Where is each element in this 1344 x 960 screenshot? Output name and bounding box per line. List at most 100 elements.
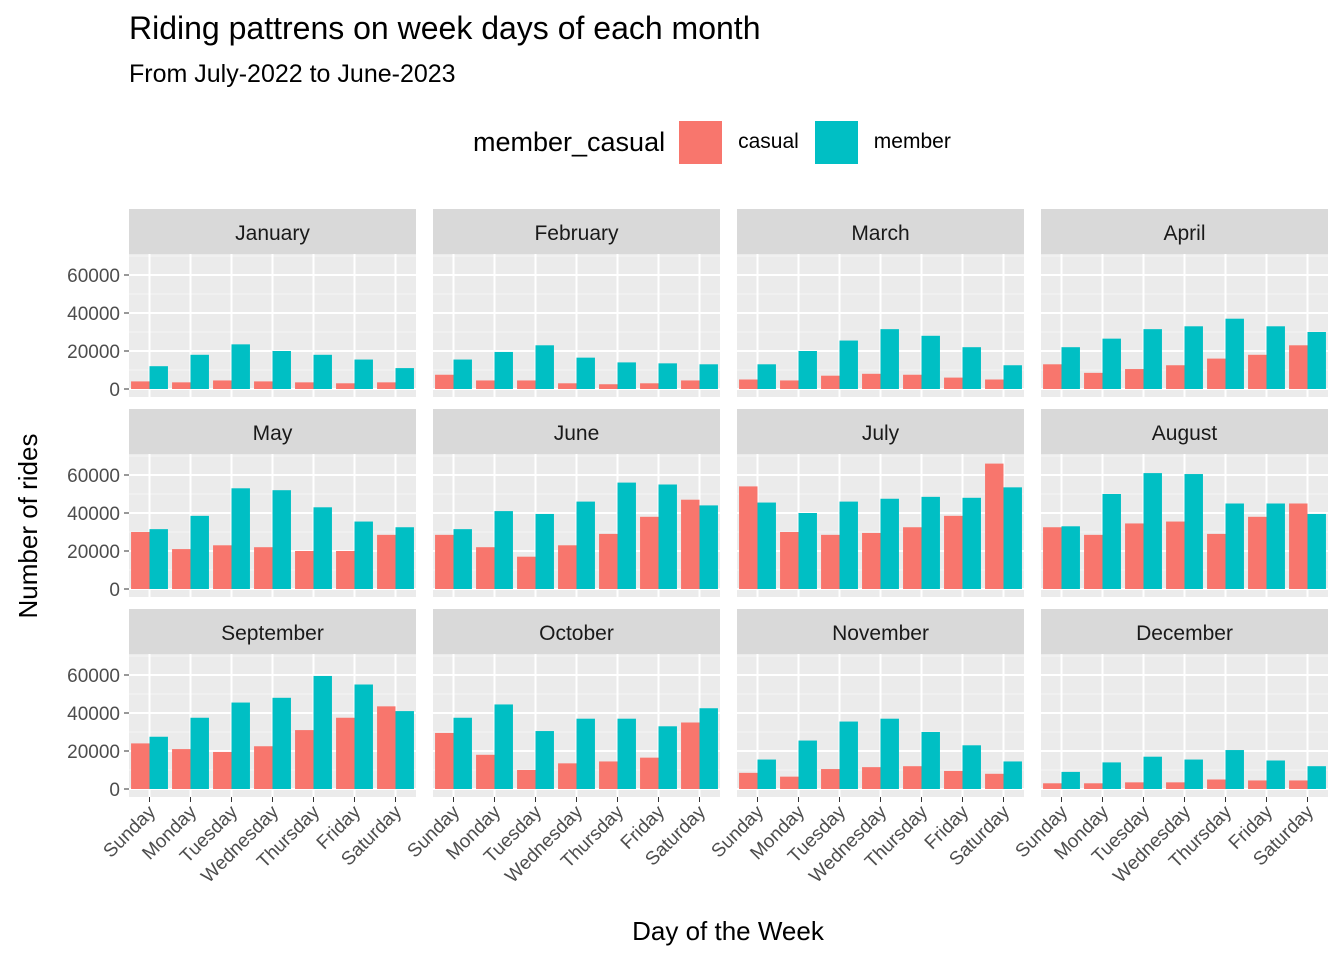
bar-member	[1184, 474, 1203, 589]
bar-member	[149, 529, 168, 589]
bar-casual	[172, 749, 191, 789]
facet-strip-label: February	[534, 222, 619, 245]
bar-casual	[681, 380, 700, 389]
bar-casual	[336, 717, 355, 789]
bar-member	[535, 731, 554, 789]
bar-casual	[377, 706, 396, 789]
bar-member	[272, 490, 291, 589]
bar-member	[757, 364, 776, 389]
bar-member	[1102, 494, 1121, 589]
y-tick-label: 60000	[67, 466, 120, 487]
bar-member	[231, 344, 250, 389]
bar-member	[962, 745, 981, 789]
bar-casual	[131, 743, 150, 789]
bar-member	[395, 711, 414, 789]
bar-casual	[558, 383, 577, 389]
bar-member	[354, 684, 373, 789]
legend-key-casual	[679, 120, 723, 164]
bar-member	[880, 498, 899, 589]
bar-member	[699, 505, 718, 589]
bar-casual	[1125, 523, 1144, 589]
bar-casual	[517, 770, 536, 789]
bar-casual	[681, 722, 700, 789]
bar-member	[617, 482, 636, 589]
bar-member	[354, 521, 373, 589]
bar-casual	[476, 547, 495, 589]
bar-member	[576, 501, 595, 589]
bar-member	[1061, 347, 1080, 389]
bar-casual	[821, 375, 840, 389]
legend-label-member: member	[873, 130, 951, 153]
bar-casual	[254, 547, 273, 589]
bar-member	[190, 354, 209, 389]
bar-member	[494, 511, 513, 589]
y-tick-label: 0	[109, 380, 120, 401]
bar-casual	[476, 380, 495, 389]
bar-casual	[862, 767, 881, 789]
bar-casual	[739, 486, 758, 589]
legend-item-member: member	[814, 120, 951, 164]
y-tick-label: 60000	[67, 666, 120, 687]
facet-strip	[737, 409, 1024, 454]
bar-member	[921, 335, 940, 389]
bar-member	[962, 347, 981, 389]
facet-strip	[737, 209, 1024, 254]
bar-casual	[780, 380, 799, 389]
bar-member	[190, 717, 209, 789]
bar-casual	[1166, 365, 1185, 389]
bar-member	[1225, 318, 1244, 389]
bar-casual	[295, 382, 314, 389]
bar-casual	[1043, 783, 1062, 789]
bar-casual	[1289, 780, 1308, 789]
bar-casual	[821, 534, 840, 589]
y-tick-label: 20000	[67, 342, 120, 363]
bar-casual	[213, 545, 232, 589]
bar-casual	[254, 381, 273, 389]
bar-casual	[1289, 503, 1308, 589]
bar-casual	[1043, 527, 1062, 589]
bar-casual	[985, 773, 1004, 789]
bar-member	[921, 496, 940, 589]
bar-member	[149, 736, 168, 789]
bar-casual	[1166, 521, 1185, 589]
bar-casual	[558, 763, 577, 789]
bar-member	[576, 357, 595, 389]
y-tick-label: 40000	[67, 304, 120, 325]
bar-member	[798, 740, 817, 789]
bar-member	[1003, 487, 1022, 589]
bar-member	[190, 515, 209, 589]
bar-member	[231, 702, 250, 789]
y-tick-label: 60000	[67, 266, 120, 287]
bar-member	[354, 359, 373, 389]
bar-member	[880, 329, 899, 389]
bar-member	[1143, 329, 1162, 389]
bar-member	[839, 501, 858, 589]
y-tick-label: 40000	[67, 504, 120, 525]
bar-member	[1061, 526, 1080, 589]
bar-casual	[599, 533, 618, 589]
facet-strip-label: April	[1163, 222, 1205, 245]
bar-member	[880, 718, 899, 789]
bar-casual	[944, 515, 963, 589]
bar-casual	[1248, 516, 1267, 589]
bar-member	[617, 362, 636, 389]
bar-member	[1266, 326, 1285, 389]
facet-strip	[433, 209, 720, 254]
facet-strip-label: June	[554, 422, 600, 445]
bar-member	[453, 717, 472, 789]
bar-casual	[517, 556, 536, 589]
y-tick-label: 20000	[67, 542, 120, 563]
bar-casual	[599, 761, 618, 789]
bar-casual	[213, 380, 232, 389]
y-tick-label: 40000	[67, 704, 120, 725]
bar-casual	[377, 382, 396, 389]
chart-subtitle: From July-2022 to June-2023	[129, 60, 456, 88]
legend-item-casual: casual	[679, 120, 799, 164]
bar-member	[576, 718, 595, 789]
facet-strip-label: November	[832, 622, 929, 645]
bar-casual	[862, 373, 881, 389]
bar-casual	[640, 757, 659, 789]
facet-strip	[433, 609, 720, 654]
bar-casual	[131, 532, 150, 589]
